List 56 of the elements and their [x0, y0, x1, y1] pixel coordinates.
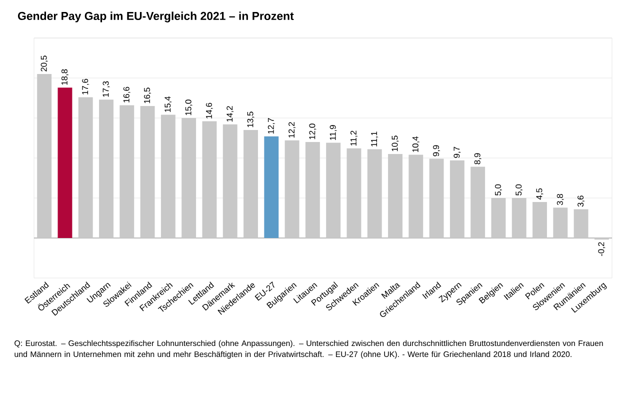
data-label: 11,2: [350, 130, 358, 146]
data-label: 17,3: [102, 81, 110, 97]
bar: [326, 142, 341, 238]
bar: [491, 198, 506, 238]
data-label: -0,2: [598, 242, 606, 256]
data-label: 8,9: [474, 153, 482, 164]
bar: [388, 154, 402, 238]
bar: [99, 100, 114, 238]
bar: [284, 140, 300, 238]
bar: [532, 202, 547, 238]
bar: [367, 149, 382, 238]
bar: [553, 208, 568, 238]
bar: [305, 142, 320, 238]
data-label: 15,4: [164, 96, 172, 112]
data-label: 3,6: [578, 196, 585, 207]
data-label: 16,5: [144, 88, 152, 104]
bar: [346, 148, 362, 238]
bar: [202, 121, 217, 238]
data-label: 5,0: [516, 184, 523, 196]
bar: [408, 154, 424, 238]
data-label: 9,9: [433, 145, 440, 156]
data-label: 14,2: [226, 106, 234, 122]
bar: [78, 97, 93, 238]
bar: [140, 106, 155, 238]
chart-title: Gender Pay Gap im EU-Vergleich 2021 – in Prozent: [18, 12, 294, 22]
bar: [222, 124, 238, 238]
data-label: 10,5: [392, 136, 399, 152]
bar: [37, 74, 52, 238]
bar: [182, 118, 196, 238]
data-label: 10,4: [412, 136, 420, 152]
data-label: 18,8: [61, 69, 68, 85]
bar: [574, 209, 588, 238]
data-label: 11,1: [371, 132, 378, 146]
data-label: 13,5: [247, 112, 254, 128]
bar: [160, 114, 176, 238]
bar: [244, 130, 258, 238]
data-label: 17,6: [82, 78, 90, 94]
data-label: 11,9: [330, 125, 337, 140]
data-label: 14,6: [206, 102, 213, 118]
bar: [470, 166, 486, 238]
data-label: 12,0: [309, 124, 316, 140]
bar: [120, 105, 134, 238]
data-label: 15,0: [185, 100, 192, 116]
bar: [264, 136, 279, 238]
bar: [512, 198, 526, 238]
bar: [450, 160, 464, 238]
data-label: 5,0: [494, 184, 502, 196]
bar: [58, 88, 72, 238]
data-label: 12,2: [288, 122, 296, 138]
data-label: 16,6: [123, 86, 130, 102]
data-label: 3,8: [556, 194, 564, 206]
data-label: 4,5: [536, 188, 544, 200]
data-label: 12,7: [268, 118, 275, 134]
bar: [429, 158, 444, 238]
data-label: 9,7: [454, 146, 461, 158]
data-label: 20,5: [40, 56, 48, 72]
